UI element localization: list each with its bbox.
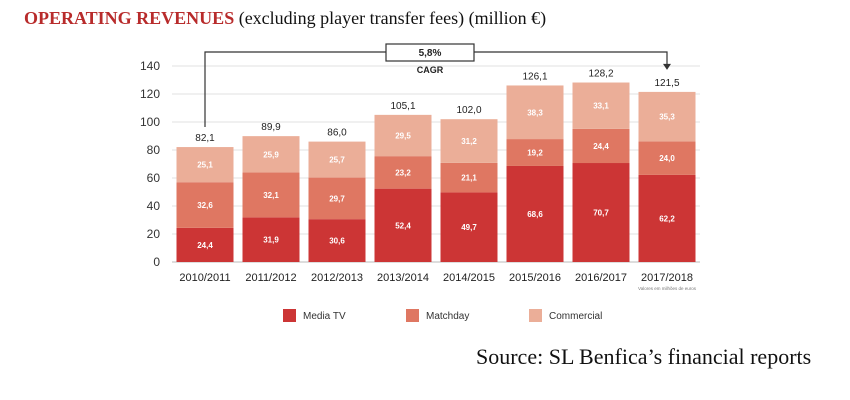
source-note: Source: SL Benfica’s financial reports bbox=[476, 344, 812, 369]
bar-segment bbox=[308, 219, 366, 262]
y-tick-label: 0 bbox=[153, 255, 160, 269]
cagr-arrow-head bbox=[663, 63, 671, 70]
bar-segment bbox=[374, 188, 432, 262]
bar-segment bbox=[638, 91, 696, 142]
data-label: 24,0 bbox=[659, 154, 675, 163]
bar-segment bbox=[242, 217, 300, 262]
y-tick-label: 20 bbox=[147, 227, 161, 241]
data-label: 30,6 bbox=[329, 237, 345, 246]
data-label: 52,4 bbox=[395, 221, 411, 230]
data-label: 21,1 bbox=[461, 174, 477, 183]
x-tick-label: 2013/2014 bbox=[377, 272, 429, 284]
legend-label: Media TV bbox=[303, 311, 346, 322]
total-label: 105,1 bbox=[390, 101, 415, 112]
bar-segment bbox=[506, 139, 564, 166]
bar-segment bbox=[308, 141, 366, 178]
legend-swatch bbox=[406, 309, 419, 322]
chart-title-highlight: OPERATING REVENUES bbox=[24, 8, 235, 28]
data-label: 24,4 bbox=[593, 142, 609, 151]
data-label: 62,2 bbox=[659, 214, 675, 223]
y-tick-label: 120 bbox=[140, 87, 160, 101]
cagr-value: 5,8% bbox=[419, 48, 442, 59]
units-note: Valores em milhões de euros bbox=[638, 286, 697, 291]
data-label: 29,7 bbox=[329, 194, 345, 203]
total-label: 121,5 bbox=[654, 78, 679, 89]
data-label: 38,3 bbox=[527, 108, 543, 117]
data-label: 35,3 bbox=[659, 113, 675, 122]
data-label: 24,4 bbox=[197, 241, 213, 250]
legend-label: Commercial bbox=[549, 311, 602, 322]
data-label: 25,1 bbox=[197, 161, 213, 170]
cagr-box bbox=[385, 43, 475, 62]
total-label: 86,0 bbox=[327, 128, 347, 139]
bar-segment bbox=[440, 119, 498, 163]
x-tick-label: 2011/2012 bbox=[245, 272, 296, 284]
bar-segment bbox=[440, 192, 498, 262]
data-label: 68,6 bbox=[527, 210, 543, 219]
x-tick-label: 2015/2016 bbox=[509, 272, 561, 284]
x-tick-label: 2014/2015 bbox=[443, 272, 495, 284]
x-tick-label: 2010/2011 bbox=[179, 272, 230, 284]
data-label: 29,5 bbox=[395, 132, 411, 141]
data-label: 25,7 bbox=[329, 156, 345, 165]
data-label: 32,6 bbox=[197, 201, 213, 210]
bar-segment bbox=[242, 172, 300, 218]
data-label: 23,2 bbox=[395, 168, 411, 177]
data-label: 70,7 bbox=[593, 209, 609, 218]
cagr-label: CAGR bbox=[417, 65, 444, 75]
data-label: 33,1 bbox=[593, 102, 609, 111]
total-label: 128,2 bbox=[588, 69, 613, 80]
bar-segment bbox=[506, 165, 564, 262]
bar-segment bbox=[572, 128, 630, 164]
bar-segment bbox=[374, 156, 432, 189]
legend-swatch bbox=[283, 309, 296, 322]
x-tick-label: 2016/2017 bbox=[575, 272, 627, 284]
bar-segment bbox=[242, 136, 300, 173]
data-label: 31,9 bbox=[263, 236, 279, 245]
bar-segment bbox=[638, 174, 696, 262]
chart-title-rest: (excluding player transfer fees) (millio… bbox=[234, 8, 547, 28]
bar-segment bbox=[572, 163, 630, 262]
y-tick-label: 60 bbox=[147, 171, 161, 185]
total-label: 126,1 bbox=[522, 71, 547, 82]
bar-segment bbox=[176, 147, 234, 183]
total-label: 82,1 bbox=[195, 133, 215, 144]
y-tick-label: 40 bbox=[147, 199, 161, 213]
bar-segment bbox=[506, 85, 564, 140]
bar-segment bbox=[308, 177, 366, 220]
data-label: 32,1 bbox=[263, 191, 279, 200]
y-tick-label: 80 bbox=[147, 143, 161, 157]
y-tick-label: 140 bbox=[140, 59, 160, 73]
legend-label: Matchday bbox=[426, 311, 469, 322]
x-tick-label: 2017/2018 bbox=[641, 272, 693, 284]
total-label: 102,0 bbox=[456, 105, 481, 116]
total-label: 89,9 bbox=[261, 122, 281, 133]
bar-segment bbox=[572, 82, 630, 129]
legend-swatch bbox=[529, 309, 542, 322]
chart-title: OPERATING REVENUES (excluding player tra… bbox=[24, 8, 546, 29]
cagr-bracket-left bbox=[204, 51, 386, 128]
data-label: 31,2 bbox=[461, 137, 477, 146]
cagr-bracket-right bbox=[474, 51, 668, 65]
bar-segment bbox=[374, 114, 432, 157]
bar-segment bbox=[176, 227, 234, 262]
x-tick-label: 2012/2013 bbox=[311, 272, 363, 284]
bar-segment bbox=[638, 141, 696, 175]
bar-segment bbox=[176, 182, 234, 228]
data-label: 25,9 bbox=[263, 150, 279, 159]
data-label: 19,2 bbox=[527, 149, 543, 158]
bar-segment bbox=[440, 162, 498, 193]
data-label: 49,7 bbox=[461, 223, 477, 232]
y-tick-label: 100 bbox=[140, 115, 160, 129]
